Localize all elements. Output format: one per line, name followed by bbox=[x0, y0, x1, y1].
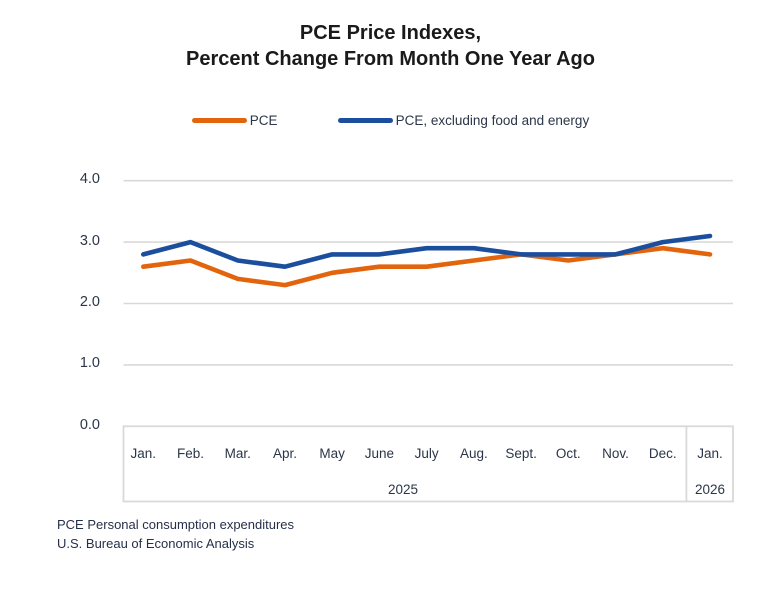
source-note-line2: U.S. Bureau of Economic Analysis bbox=[57, 536, 255, 551]
x-tick-label-11: Dec. bbox=[648, 446, 677, 461]
source-note: PCE Personal consumption expenditures U.… bbox=[57, 515, 294, 553]
chart-title: PCE Price Indexes, Percent Change From M… bbox=[0, 20, 781, 72]
y-tick-label-2.0: 2.0 bbox=[79, 294, 100, 310]
x-tick-label-8: Sept. bbox=[505, 446, 537, 461]
x-tick-label-10: Nov. bbox=[602, 446, 629, 461]
year-label-2025: 2025 bbox=[388, 482, 419, 497]
legend-label-core-pce: PCE, excluding food and energy bbox=[395, 113, 590, 128]
x-tick-label-6: July bbox=[414, 446, 439, 461]
chart-title-line1: PCE Price Indexes, bbox=[299, 22, 482, 44]
x-tick-label-0: Jan. bbox=[130, 446, 157, 461]
year-label-2026: 2026 bbox=[694, 482, 726, 497]
x-tick-label-12: Jan. bbox=[697, 446, 723, 461]
legend-label-pce: PCE bbox=[249, 113, 278, 128]
x-tick-label-4: May bbox=[319, 446, 345, 461]
chart-legend: PCE PCE, excluding food and energy bbox=[30, 113, 751, 128]
source-note-line1: PCE Personal consumption expenditures bbox=[57, 517, 295, 532]
legend-swatch-core-pce bbox=[337, 118, 393, 123]
y-tick-label-3.0: 3.0 bbox=[79, 232, 100, 249]
x-tick-label-3: Apr. bbox=[272, 446, 297, 461]
legend-item-pce: PCE bbox=[191, 113, 278, 128]
x-axis-box bbox=[122, 425, 734, 503]
x-tick-label-1: Feb. bbox=[177, 446, 205, 461]
legend-item-core-pce: PCE, excluding food and energy bbox=[337, 113, 590, 128]
legend-swatch-pce bbox=[191, 118, 247, 123]
y-tick-label-1.0: 1.0 bbox=[79, 355, 100, 372]
y-tick-label-0.0: 0.0 bbox=[79, 416, 100, 433]
y-tick-label-4.0: 4.0 bbox=[79, 171, 100, 188]
x-tick-label-2: Mar. bbox=[224, 446, 251, 461]
series-line-core-pce bbox=[141, 233, 713, 270]
x-tick-label-7: Aug. bbox=[459, 446, 488, 461]
chart-title-line2: Percent Change From Month One Year Ago bbox=[186, 48, 595, 70]
x-tick-label-9: Oct. bbox=[555, 446, 581, 461]
x-tick-label-5: June bbox=[364, 446, 395, 461]
